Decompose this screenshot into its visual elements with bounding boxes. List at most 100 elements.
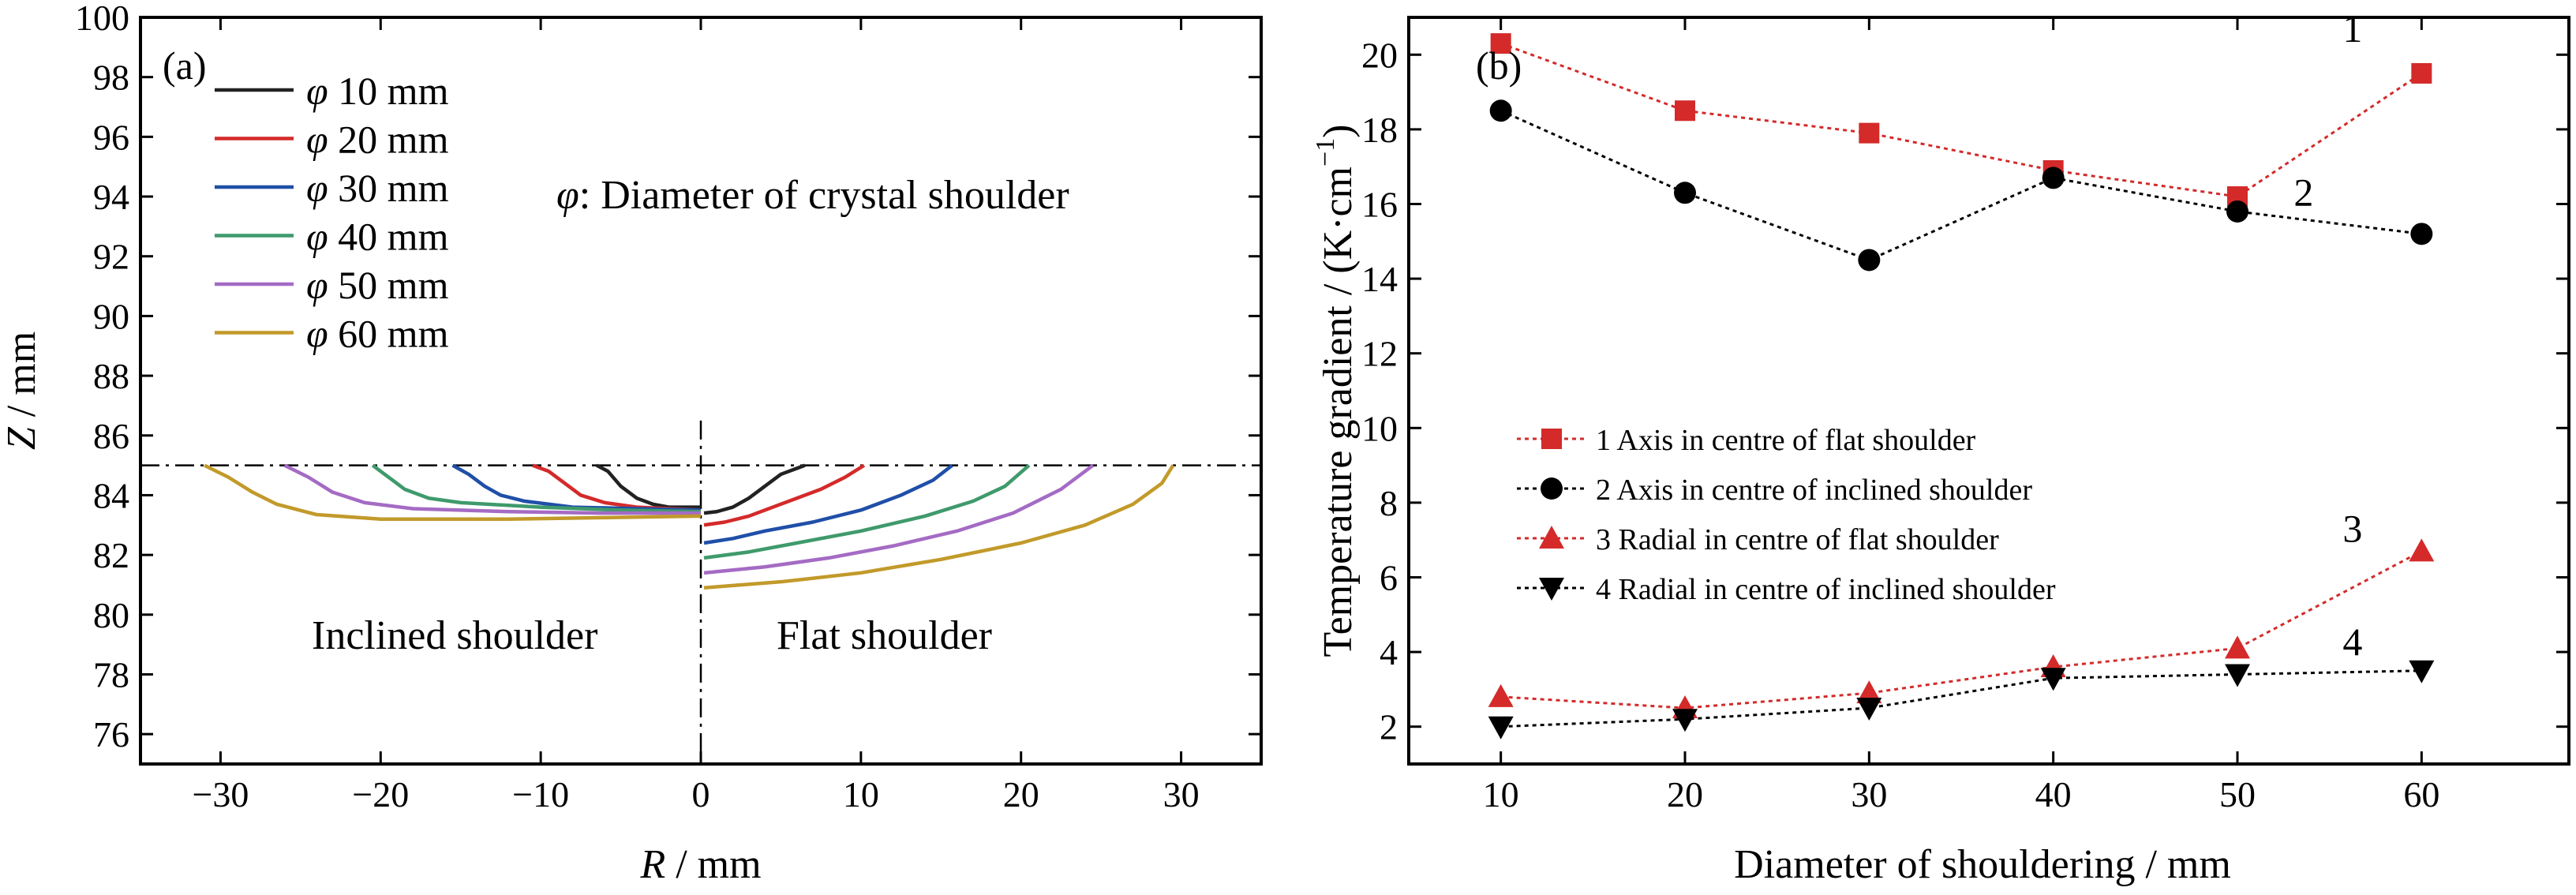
data-point xyxy=(1490,33,1511,54)
x-tick-label: 40 xyxy=(2035,774,2072,814)
panel-a-label: (a) xyxy=(163,43,207,88)
x-tick-label: −10 xyxy=(512,774,569,814)
y-label-sup: −1 xyxy=(1311,138,1340,167)
series-number-label: 2 xyxy=(2293,170,2313,214)
phi-note-text: : Diameter of crystal shoulder xyxy=(579,173,1069,218)
legend-symbol: φ xyxy=(306,69,328,113)
panel-a-legend: φ 10 mmφ 20 mmφ 30 mmφ 40 mmφ 50 mmφ 60 … xyxy=(215,69,449,356)
legend-label: φ 10 mm xyxy=(306,69,449,113)
panel-a-y-axis-label: Z / mm xyxy=(0,331,44,450)
data-point xyxy=(2040,668,2066,691)
y-tick-label: 82 xyxy=(93,535,129,575)
y-var: Z xyxy=(0,426,44,450)
y-tick-label: 98 xyxy=(93,58,129,98)
panel-b-plot-frame xyxy=(1407,16,2570,766)
panel-a-reference-lines xyxy=(140,420,1261,764)
x-tick-label: −20 xyxy=(352,774,409,814)
panel-a-x-axis-label: R / mm xyxy=(639,842,761,887)
data-point xyxy=(2225,664,2250,687)
y-tick-label: 78 xyxy=(93,654,129,695)
legend-text: 10 mm xyxy=(328,69,449,113)
data-point xyxy=(2411,62,2432,84)
panel-b-legend: 1 Axis in centre of flat shoulder 2 Axis … xyxy=(1517,424,2056,606)
series-line-right xyxy=(703,463,1095,575)
y-tick-label: 18 xyxy=(1361,110,1398,150)
phi-note: φ: Diameter of crystal shoulder xyxy=(556,173,1069,218)
series-line xyxy=(1500,42,2423,198)
y-tick-label: 76 xyxy=(93,714,129,755)
data-point xyxy=(1672,709,1698,732)
data-point xyxy=(2409,660,2435,683)
legend-text: 60 mm xyxy=(328,312,449,356)
series-number-label: 1 xyxy=(2342,6,2362,51)
series-line-left xyxy=(532,463,702,512)
data-point xyxy=(2226,200,2248,223)
flat-shoulder-label: Flat shoulder xyxy=(777,613,992,658)
y-tick-label: 6 xyxy=(1380,558,1398,598)
y-tick-label: 20 xyxy=(1361,35,1398,75)
legend-label: 4 Radial in centre of inclined shoulder xyxy=(1596,573,2056,606)
y-tick-label: 2 xyxy=(1380,707,1398,747)
data-point xyxy=(1675,100,1695,122)
series-line-right xyxy=(703,463,866,527)
legend-text: 30 mm xyxy=(328,166,449,210)
y-tick-label: 12 xyxy=(1361,334,1398,374)
y-tick-label: 4 xyxy=(1380,632,1398,672)
y-label-close: ) xyxy=(1316,124,1361,137)
legend-marker xyxy=(1541,477,1563,500)
data-point xyxy=(2042,167,2065,189)
data-point xyxy=(2410,223,2433,245)
legend-label: φ 60 mm xyxy=(306,312,449,356)
legend-text: 40 mm xyxy=(328,215,449,259)
x-tick-label: 10 xyxy=(1483,774,1519,814)
legend-label: 3 Radial in centre of flat shoulder xyxy=(1596,523,1999,556)
data-point xyxy=(1674,182,1696,204)
y-tick-label: 8 xyxy=(1380,483,1398,523)
y-tick-label: 96 xyxy=(93,117,129,157)
legend-label: 2 Axis in centre of inclined shoulder xyxy=(1596,474,2032,507)
series-line-left xyxy=(204,463,702,521)
data-point xyxy=(1856,698,1882,721)
y-tick-label: 80 xyxy=(93,595,129,635)
x-unit: / mm xyxy=(665,842,761,887)
series-line xyxy=(1500,109,2422,262)
series-line-right xyxy=(703,463,1031,560)
data-point xyxy=(1488,683,1514,707)
legend-text: 20 mm xyxy=(328,118,449,162)
data-point xyxy=(2409,538,2435,562)
y-tick-label: 94 xyxy=(93,177,129,217)
legend-marker xyxy=(1541,429,1562,449)
data-point xyxy=(1856,680,1882,704)
y-tick-label: 14 xyxy=(1361,259,1398,299)
panel-b-ticks: 10 20 30 40 50 60 2 4 6 8 10 12 14 16 18 20 xyxy=(1361,17,2569,814)
legend-text: 50 mm xyxy=(328,263,449,307)
legend-symbol: φ xyxy=(306,166,328,210)
inclined-shoulder-label: Inclined shoulder xyxy=(312,613,597,658)
legend-symbol: φ xyxy=(306,263,328,307)
y-tick-label: 86 xyxy=(93,416,129,456)
data-point xyxy=(1489,99,1512,122)
y-tick-label: 88 xyxy=(93,356,129,396)
y-tick-label: 90 xyxy=(93,296,129,336)
legend-symbol: φ xyxy=(306,215,328,259)
data-point xyxy=(1859,122,1880,144)
x-tick-label: 10 xyxy=(843,774,879,814)
panel-b-label: (b) xyxy=(1476,43,1522,88)
legend-marker xyxy=(1539,578,1564,601)
phi-note-symbol: φ xyxy=(556,173,579,218)
panel-b-x-axis-label: Diameter of shouldering / mm xyxy=(1734,842,2231,887)
legend-label: φ 20 mm xyxy=(306,118,449,162)
panel-a-chart: −30 −20 −10 0 10 20 30 76 78 80 82 84 86 88 90 92 94 96 98… xyxy=(0,0,1263,887)
panel-a-ticks: −30 −20 −10 0 10 20 30 76 78 80 82 84 86 88 90 92 94 96 98… xyxy=(75,0,1261,814)
legend-label: φ 40 mm xyxy=(306,215,449,259)
series-number-label: 4 xyxy=(2342,620,2362,664)
series-line xyxy=(1500,669,2422,728)
legend-label: φ 30 mm xyxy=(306,166,449,210)
panel-b-series: 1 2 3 4 xyxy=(1488,6,2435,740)
x-tick-label: 30 xyxy=(1851,774,1887,814)
series-line xyxy=(1500,550,2423,710)
x-tick-label: 50 xyxy=(2219,774,2256,814)
y-tick-label: 100 xyxy=(75,0,129,38)
x-tick-label: 20 xyxy=(1003,774,1039,814)
